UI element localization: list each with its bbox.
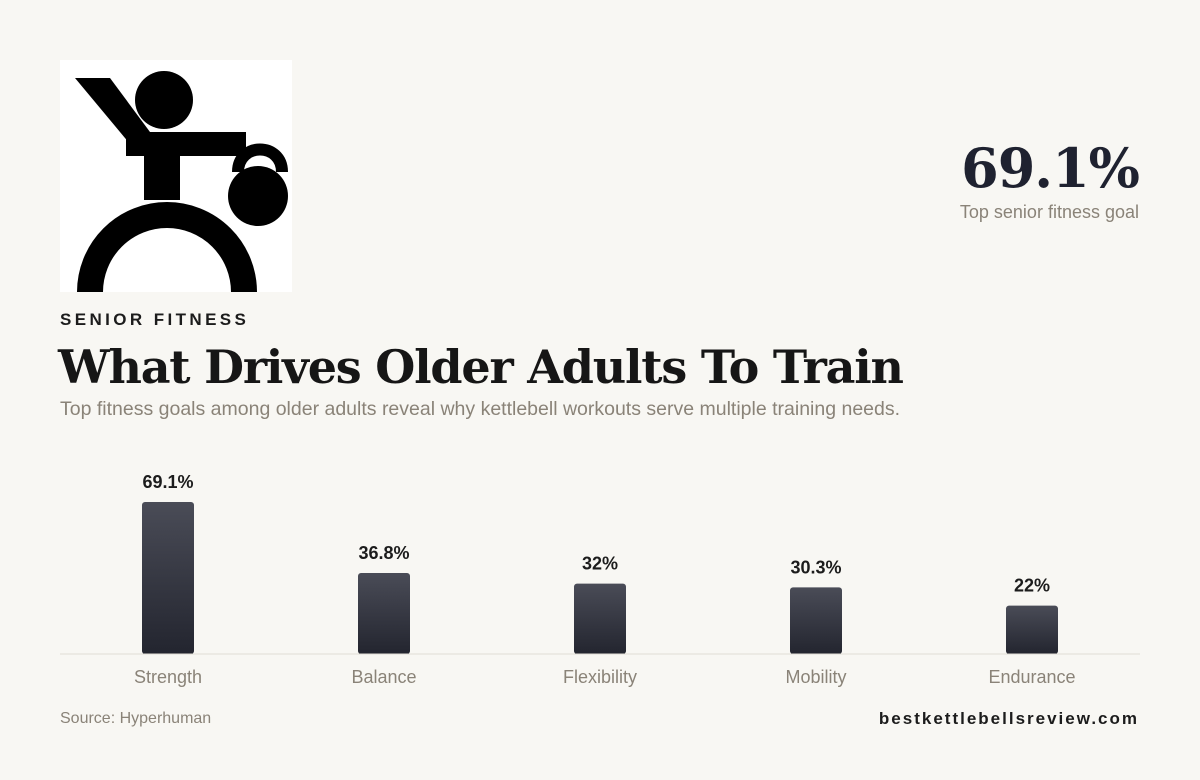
bar-chart: 69.1% Strength 36.8% Balance 32% Flexibility 3… xyxy=(60,472,1140,687)
bar-strength xyxy=(142,502,194,654)
bar-flexibility xyxy=(574,583,626,654)
highlight-stat: 69.1% Top senior fitness goal xyxy=(959,136,1140,223)
highlight-value: 69.1% xyxy=(961,136,1140,200)
data-label-flexibility: 32% xyxy=(582,554,618,574)
category-label-balance: Balance xyxy=(351,667,416,687)
category-label-mobility: Mobility xyxy=(785,667,846,687)
highlight-label: Top senior fitness goal xyxy=(959,202,1139,222)
kicker: SENIOR FITNESS xyxy=(60,310,250,329)
bar-endurance xyxy=(1006,605,1058,654)
site-name: bestkettlebellsreview.com xyxy=(878,709,1139,728)
page-title: What Drives Older Adults To Train xyxy=(58,340,904,394)
brand-logo xyxy=(60,60,292,292)
bar-balance xyxy=(358,573,410,654)
source-note: Source: Hyperhuman xyxy=(60,710,212,727)
kettlebell-athlete-icon xyxy=(75,71,288,292)
page-subtitle: Top fitness goals among older adults rev… xyxy=(60,398,901,420)
data-label-balance: 36.8% xyxy=(358,543,409,563)
category-label-flexibility: Flexibility xyxy=(563,667,637,687)
category-label-endurance: Endurance xyxy=(988,667,1075,687)
category-label-strength: Strength xyxy=(134,667,202,687)
bar-mobility xyxy=(790,587,842,654)
data-label-strength: 69.1% xyxy=(142,472,193,492)
data-label-endurance: 22% xyxy=(1014,576,1050,596)
data-label-mobility: 30.3% xyxy=(790,557,841,577)
